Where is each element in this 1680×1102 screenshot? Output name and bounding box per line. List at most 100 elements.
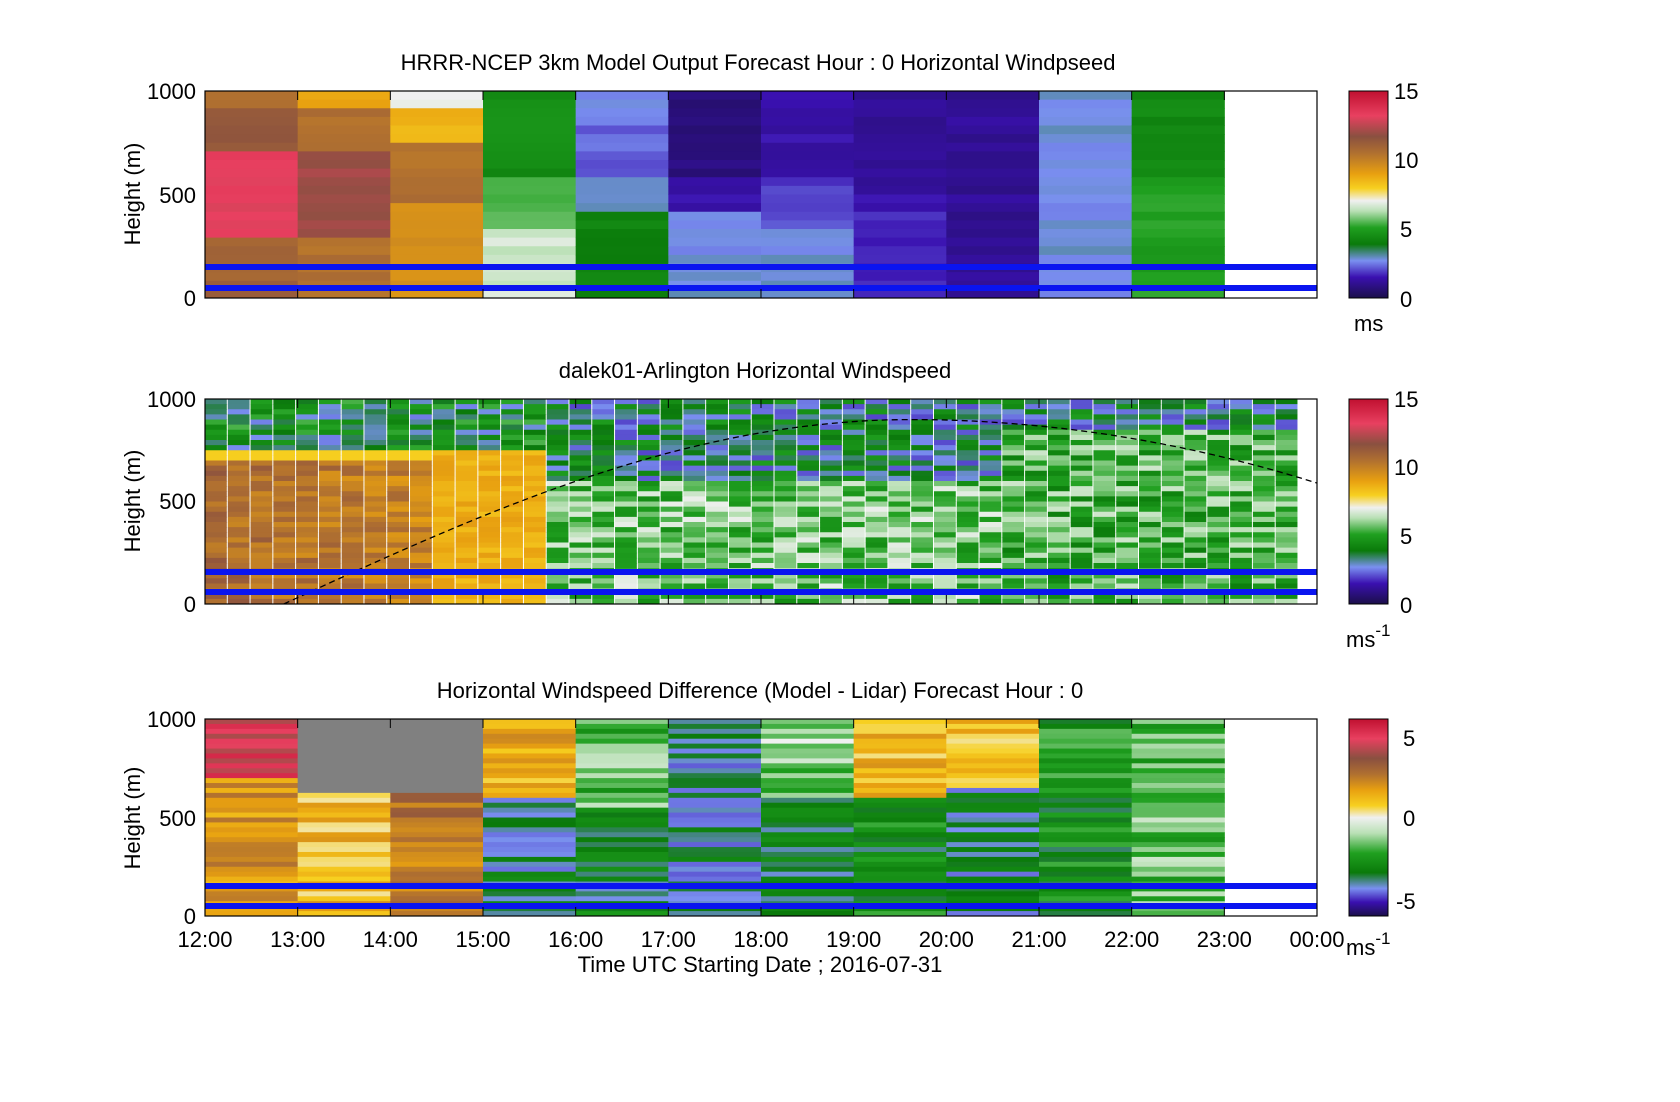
panel2-cell xyxy=(273,532,296,538)
panel2-cell xyxy=(1252,578,1275,584)
panel2-cell xyxy=(774,455,797,461)
panel2-cell xyxy=(1252,511,1275,518)
panel1-cell xyxy=(1039,168,1133,178)
panel3-cell xyxy=(1131,723,1225,730)
panel2-cell xyxy=(227,450,250,456)
panel2-cell xyxy=(478,552,501,559)
panel2-cell xyxy=(546,465,569,472)
panel2-cell xyxy=(546,470,569,477)
panel2-cell xyxy=(911,552,933,559)
panel2-cell xyxy=(1139,583,1161,590)
panel2-cell xyxy=(569,455,592,461)
panel2-cell xyxy=(1161,598,1184,604)
panel2-cell xyxy=(615,511,637,518)
panel1-cell xyxy=(1131,116,1225,126)
panel3-cell xyxy=(761,837,855,843)
panel2-cell xyxy=(1207,516,1230,523)
panel2-cell xyxy=(318,563,341,569)
panel2-cell xyxy=(1275,404,1298,410)
panel2-cell xyxy=(637,522,660,528)
panel3-cell xyxy=(205,817,299,823)
panel2-cell xyxy=(501,481,523,487)
panel2-cell xyxy=(455,470,478,477)
panel2-cell xyxy=(432,450,455,456)
panel2-cell xyxy=(911,491,933,497)
panel2-cell xyxy=(592,598,615,604)
panel1-colorbar-scale xyxy=(1348,90,1389,299)
panel2-cell xyxy=(1002,583,1025,590)
panel1-cell xyxy=(483,220,577,230)
panel1-cell xyxy=(668,116,762,126)
panel2-cell xyxy=(683,496,706,502)
panel3-x-ticks xyxy=(204,719,1318,916)
panel2-cell xyxy=(250,404,273,410)
panel3-cell xyxy=(1039,847,1133,853)
panel1-cell xyxy=(390,203,484,213)
panel2-cell xyxy=(615,573,637,579)
panel2-cell xyxy=(933,465,956,472)
panel3-cell xyxy=(1131,768,1225,774)
panel1-cell xyxy=(205,125,299,135)
panel2-cell xyxy=(956,460,979,467)
panel2-cell xyxy=(1184,491,1207,497)
panel3-cell xyxy=(483,807,577,814)
panel2-cell xyxy=(1025,593,1047,600)
panel2-cell xyxy=(660,414,683,420)
panel3-cell xyxy=(390,847,484,853)
panel2-cell xyxy=(250,450,273,456)
panel2-cell xyxy=(797,414,820,420)
panel3-cell xyxy=(205,886,299,892)
panel1-cell xyxy=(1131,151,1225,161)
panel2-cell xyxy=(842,552,865,559)
panel3-cell xyxy=(483,783,577,789)
panel2-cell xyxy=(1230,424,1252,431)
panel3-cell xyxy=(668,871,762,878)
panel3-cell xyxy=(1039,837,1133,843)
panel2-cell xyxy=(1116,486,1139,492)
panel2-cell xyxy=(296,419,318,426)
panel2-cell xyxy=(1184,404,1207,410)
panel3-cell xyxy=(946,768,1040,774)
panel2-cell xyxy=(341,445,364,451)
panel2-cell xyxy=(205,593,227,600)
panel2-cell xyxy=(683,429,706,436)
panel2-cell xyxy=(797,516,820,523)
panel2-cell xyxy=(706,583,728,590)
panel2-cell xyxy=(296,573,318,579)
panel1-cell xyxy=(668,91,762,101)
panel2-cell xyxy=(1207,440,1230,446)
panel3-cell xyxy=(946,763,1040,769)
panel2-cell xyxy=(478,460,501,467)
panel3-cell xyxy=(853,768,947,774)
panel2-cell xyxy=(888,527,911,533)
panel2-cell xyxy=(706,537,728,543)
panel3-cell xyxy=(946,783,1040,789)
panel1-cell xyxy=(946,125,1040,135)
panel2-cell xyxy=(728,450,751,456)
panel2-cell xyxy=(956,465,979,472)
panel3-cell xyxy=(853,812,947,818)
panel2-cell xyxy=(455,460,478,467)
panel2-cell xyxy=(205,450,227,456)
panel3-cell xyxy=(668,807,762,814)
panel2-cell xyxy=(774,434,797,441)
panel1-cell xyxy=(853,194,947,204)
panel2-cell xyxy=(501,547,523,554)
panel2-cell xyxy=(296,475,318,482)
panel2-cell xyxy=(1025,470,1047,477)
panel2-cell xyxy=(387,404,410,410)
panel3-cell xyxy=(668,719,762,725)
panel3-cell xyxy=(205,832,299,838)
panel2-cell xyxy=(1116,429,1139,436)
panel2-cell xyxy=(410,450,432,456)
panel2-cell xyxy=(455,496,478,502)
panel2-cell xyxy=(364,424,387,431)
panel2-cell xyxy=(1047,455,1070,461)
panel2-cell xyxy=(797,409,820,415)
panel2-cell xyxy=(683,481,706,487)
panel2-cell xyxy=(205,475,227,482)
panel1-cell xyxy=(205,229,299,239)
panel2-cell xyxy=(250,542,273,549)
panel2-cell xyxy=(1116,434,1139,441)
panel2-cell xyxy=(592,532,615,538)
